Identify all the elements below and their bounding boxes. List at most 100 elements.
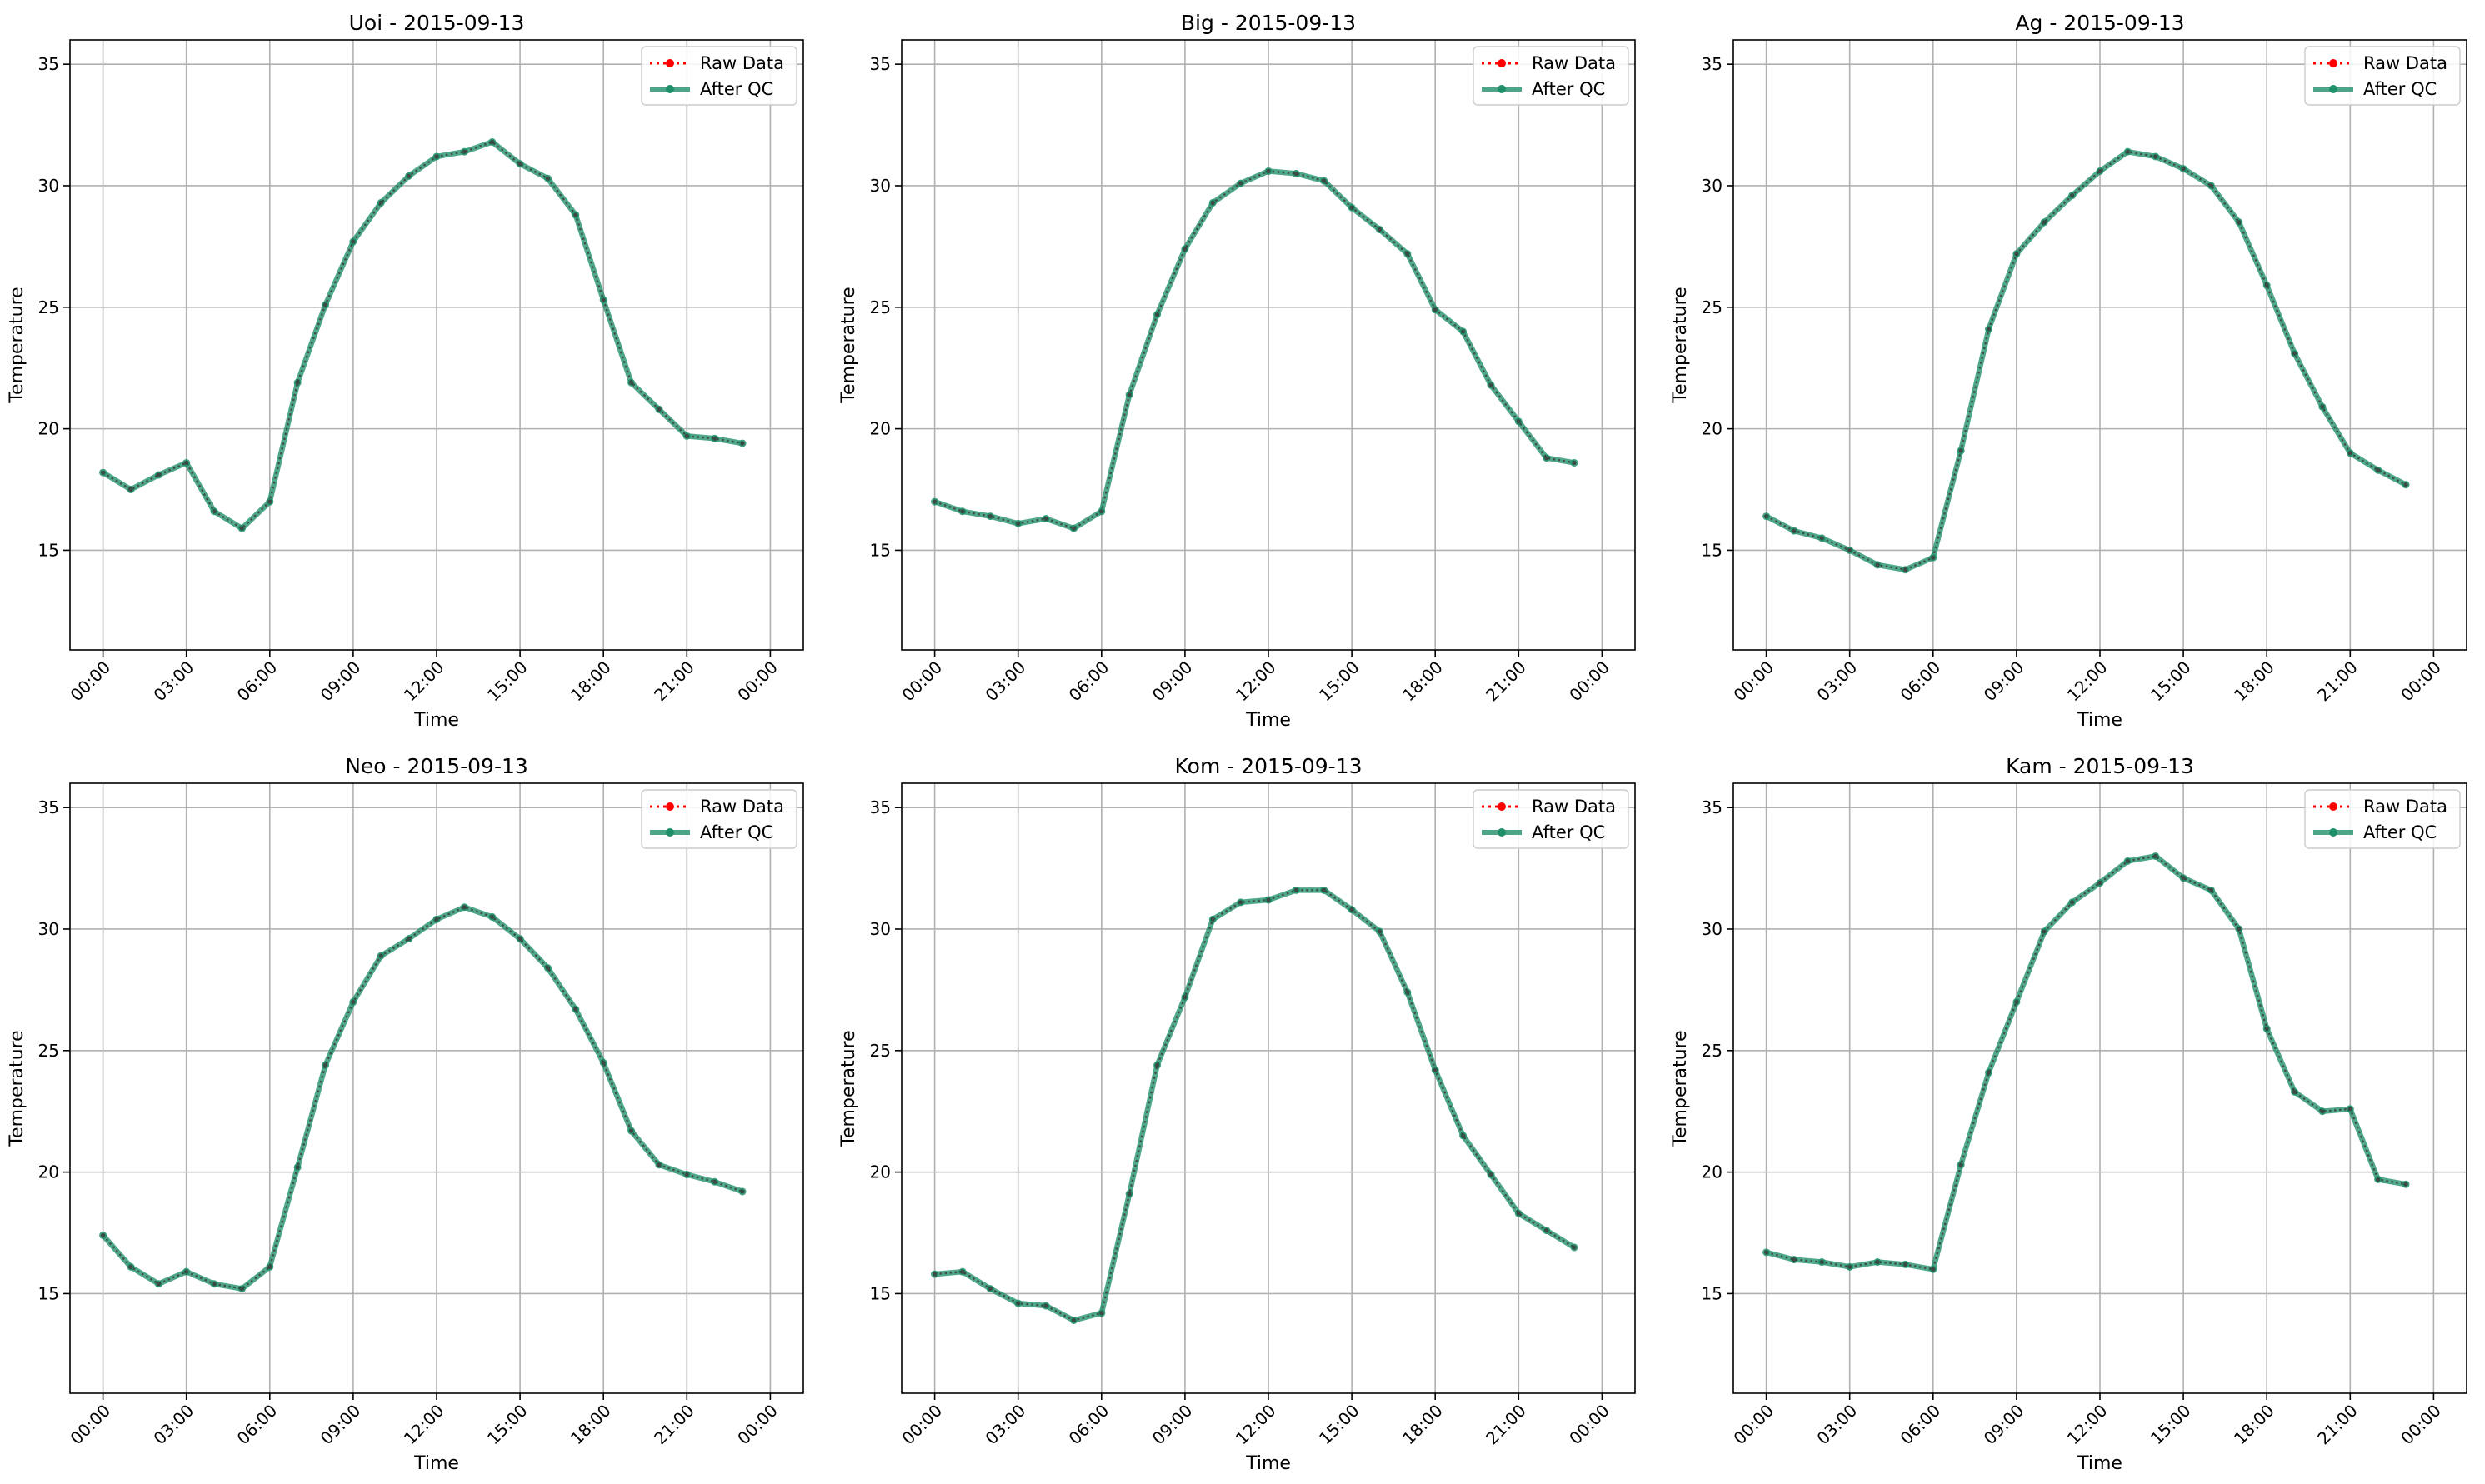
x-axis-label: Time [1245,1453,1291,1474]
legend-marker-after-qc [2329,828,2338,837]
data-point-raw-data [545,176,551,181]
y-tick-label: 30 [870,176,891,196]
x-tick-label: 06:00 [1065,657,1113,706]
series-line-raw-data [102,906,743,1290]
data-point-raw-data [1405,252,1410,257]
legend-marker-raw-data [666,59,674,67]
data-point-raw-data [1071,526,1077,531]
x-axis-label: Time [413,710,459,731]
x-tick-label: 18:00 [2230,657,2278,706]
legend-marker-after-qc [666,85,674,93]
data-point-raw-data [407,937,412,942]
x-tick-label: 18:00 [1398,1401,1447,1449]
data-point-raw-data [2208,183,2214,188]
data-point-raw-data [490,139,495,145]
data-point-raw-data [1572,460,1577,466]
data-point-raw-data [268,1264,272,1269]
x-tick-label: 09:00 [1148,657,1197,706]
data-point-raw-data [2042,220,2047,225]
data-point-raw-data [1931,1267,1936,1272]
data-point-raw-data [2237,220,2242,225]
x-tick-label: 03:00 [1813,657,1862,706]
x-axis-label: Time [2077,1453,2122,1474]
x-tick-label: 00:00 [733,1401,782,1449]
data-point-raw-data [1764,514,1769,519]
data-point-raw-data [2014,252,2019,257]
data-point-raw-data [545,966,551,971]
data-point-raw-data [2208,887,2214,892]
y-tick-label: 25 [870,1041,891,1061]
data-point-raw-data [1460,329,1466,334]
data-point-raw-data [184,1269,189,1274]
data-point-raw-data [101,470,106,475]
data-point-raw-data [960,1269,965,1274]
chart-title: Big - 2015-09-13 [1181,11,1356,35]
data-point-raw-data [1238,181,1243,186]
data-point-raw-data [351,239,356,244]
legend-marker-raw-data [2329,59,2338,67]
data-point-raw-data [1764,1250,1769,1255]
chart-title: Kam - 2015-09-13 [2006,754,2194,778]
y-tick-label: 35 [870,54,891,74]
data-point-raw-data [2125,858,2130,863]
legend-label-after-qc: After QC [700,79,773,99]
data-point-raw-data [1931,555,1936,560]
data-point-raw-data [2292,351,2298,356]
y-tick-label: 20 [870,419,891,439]
data-point-raw-data [295,1165,300,1170]
y-tick-label: 35 [870,797,891,817]
data-point-raw-data [2237,927,2242,932]
x-axis-label: Time [1245,710,1291,731]
data-point-raw-data [434,917,439,922]
data-point-raw-data [1958,448,1963,453]
x-tick-label: 21:00 [650,657,698,706]
x-tick-label: 12:00 [400,1401,448,1449]
data-point-raw-data [2264,1026,2269,1032]
x-axis-label: Time [413,1453,459,1474]
data-point-raw-data [1293,171,1298,176]
data-point-raw-data [2403,1182,2408,1187]
legend-marker-after-qc [1498,828,1506,837]
x-tick-label: 18:00 [1398,657,1447,706]
data-point-raw-data [2153,853,2158,859]
legend-label-after-qc: After QC [1532,822,1605,842]
chart-panel: 00:00 03:00 06:00 09:00 12:00 15:00 18:00 21:00… [7,754,804,1474]
x-tick-label: 03:00 [982,657,1030,706]
x-tick-label: 15:00 [1315,1401,1363,1449]
data-point-raw-data [101,1232,106,1238]
y-tick-label: 15 [1702,540,1722,560]
data-point-raw-data [628,380,634,385]
x-tick-label: 00:00 [898,657,946,706]
data-point-raw-data [518,937,522,942]
x-tick-label: 06:00 [1065,1401,1113,1449]
data-point-raw-data [128,487,133,492]
x-tick-label: 00:00 [898,1401,946,1449]
legend: Raw Data After QC [1472,789,1629,849]
x-tick-label: 03:00 [150,1401,198,1449]
data-point-raw-data [1210,917,1215,922]
data-point-raw-data [1958,1162,1963,1167]
x-tick-label: 15:00 [2147,1401,2195,1449]
y-axis-label: Temperature [1670,1030,1691,1147]
data-point-raw-data [2376,467,2381,472]
data-point-raw-data [1182,995,1188,1000]
data-point-raw-data [932,1272,938,1277]
data-point-raw-data [378,953,383,958]
x-tick-label: 09:00 [317,1401,365,1449]
data-point-raw-data [1902,567,1908,572]
chart-panel: 00:00 03:00 06:00 09:00 12:00 15:00 18:00 21:00… [7,11,804,731]
x-tick-label: 15:00 [483,1401,532,1449]
legend-marker-raw-data [1498,59,1506,67]
legend-marker-after-qc [1498,85,1506,93]
x-tick-label: 06:00 [233,1401,282,1449]
data-point-raw-data [1238,900,1243,905]
y-tick-label: 30 [38,919,59,939]
data-point-raw-data [960,509,965,514]
data-point-raw-data [2014,999,2019,1005]
legend-marker-after-qc [666,828,674,837]
chart-panel: 00:00 03:00 06:00 09:00 12:00 15:00 18:00 21:00… [1670,11,2468,731]
x-tick-label: 21:00 [2313,1401,2362,1449]
x-tick-label: 09:00 [1148,1401,1197,1449]
x-tick-label: 09:00 [1980,1401,2028,1449]
